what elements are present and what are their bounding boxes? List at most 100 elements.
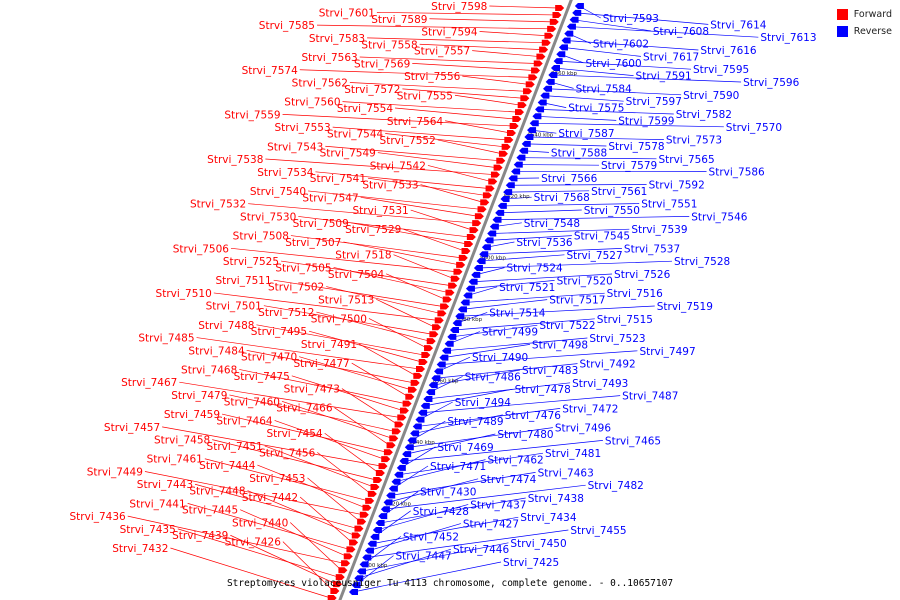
reverse-gene-label[interactable]: Strvi_7483 <box>522 365 578 377</box>
reverse-gene-label[interactable]: Strvi_7425 <box>503 557 559 569</box>
reverse-gene-label[interactable]: Strvi_7514 <box>489 307 546 319</box>
forward-gene-label[interactable]: Strvi_7530 <box>240 211 296 223</box>
reverse-gene-label[interactable]: Strvi_7450 <box>510 538 566 550</box>
forward-gene-label[interactable]: Strvi_7426 <box>225 537 282 549</box>
reverse-gene-label[interactable]: Strvi_7570 <box>726 122 782 134</box>
forward-gene-label[interactable]: Strvi_7512 <box>258 307 314 319</box>
reverse-gene-label[interactable]: Strvi_7463 <box>538 467 594 479</box>
forward-gene-label[interactable]: Strvi_7479 <box>171 390 227 402</box>
reverse-gene-label[interactable]: Strvi_7597 <box>626 96 682 108</box>
reverse-gene-label[interactable]: Strvi_7476 <box>505 410 562 422</box>
forward-gene-label[interactable]: Strvi_7549 <box>320 148 376 160</box>
forward-gene-label[interactable]: Strvi_7459 <box>164 409 220 421</box>
reverse-gene-label[interactable]: Strvi_7455 <box>570 525 626 537</box>
reverse-gene-label[interactable]: Strvi_7490 <box>472 352 528 364</box>
forward-gene-label[interactable]: Strvi_7448 <box>189 486 245 498</box>
reverse-gene-label[interactable]: Strvi_7551 <box>641 199 697 211</box>
reverse-gene-label[interactable]: Strvi_7602 <box>593 39 649 51</box>
reverse-gene-label[interactable]: Strvi_7592 <box>649 179 705 191</box>
reverse-gene-label[interactable]: Strvi_7568 <box>534 192 590 204</box>
reverse-gene-label[interactable]: Strvi_7447 <box>396 551 452 563</box>
reverse-gene-label[interactable]: Strvi_7492 <box>580 359 636 371</box>
forward-gene-label[interactable]: Strvi_7509 <box>293 218 349 230</box>
forward-gene-label[interactable]: Strvi_7436 <box>70 511 127 523</box>
forward-gene-label[interactable]: Strvi_7470 <box>241 352 297 364</box>
reverse-gene-label[interactable]: Strvi_7515 <box>597 314 653 326</box>
forward-gene-label[interactable]: Strvi_7466 <box>276 403 333 415</box>
reverse-gene-label[interactable]: Strvi_7548 <box>524 218 580 230</box>
forward-gene-label[interactable]: Strvi_7518 <box>335 250 391 262</box>
forward-gene-label[interactable]: Strvi_7445 <box>182 505 238 517</box>
forward-gene-label[interactable]: Strvi_7554 <box>337 103 394 115</box>
reverse-gene-label[interactable]: Strvi_7586 <box>709 167 766 179</box>
reverse-gene-label[interactable]: Strvi_7593 <box>603 13 659 25</box>
forward-gene-label[interactable]: Strvi_7574 <box>242 65 299 77</box>
forward-gene-label[interactable]: Strvi_7500 <box>311 313 367 325</box>
reverse-gene-label[interactable]: Strvi_7519 <box>657 301 713 313</box>
reverse-gene-label[interactable]: Strvi_7469 <box>437 442 493 454</box>
forward-gene-label[interactable]: Strvi_7564 <box>387 116 444 128</box>
reverse-gene-label[interactable]: Strvi_7462 <box>488 455 544 467</box>
reverse-gene-label[interactable]: Strvi_7617 <box>643 51 699 63</box>
forward-gene-label[interactable]: Strvi_7531 <box>353 205 409 217</box>
reverse-gene-label[interactable]: Strvi_7521 <box>499 282 555 294</box>
forward-gene-label[interactable]: Strvi_7501 <box>206 301 262 313</box>
reverse-gene-label[interactable]: Strvi_7487 <box>622 391 678 403</box>
reverse-gene-label[interactable]: Strvi_7587 <box>558 128 614 140</box>
reverse-gene-label[interactable]: Strvi_7566 <box>541 173 598 185</box>
reverse-gene-label[interactable]: Strvi_7595 <box>693 64 749 76</box>
forward-gene-label[interactable]: Strvi_7461 <box>147 454 203 466</box>
forward-gene-label[interactable]: Strvi_7444 <box>199 460 256 472</box>
reverse-gene-label[interactable]: Strvi_7528 <box>674 256 730 268</box>
forward-gene-label[interactable]: Strvi_7533 <box>362 180 418 192</box>
reverse-gene-label[interactable]: Strvi_7489 <box>447 416 503 428</box>
forward-gene-label[interactable]: Strvi_7572 <box>344 84 400 96</box>
forward-gene-label[interactable]: Strvi_7505 <box>275 262 331 274</box>
reverse-gene-label[interactable]: Strvi_7481 <box>545 448 601 460</box>
forward-gene-label[interactable]: Strvi_7547 <box>302 192 358 204</box>
reverse-gene-label[interactable]: Strvi_7434 <box>520 512 577 524</box>
reverse-gene-label[interactable]: Strvi_7480 <box>497 429 553 441</box>
reverse-gene-label[interactable]: Strvi_7482 <box>588 480 644 492</box>
reverse-gene-label[interactable]: Strvi_7471 <box>430 461 486 473</box>
reverse-gene-label[interactable]: Strvi_7600 <box>585 58 641 70</box>
reverse-gene-label[interactable]: Strvi_7465 <box>605 435 661 447</box>
reverse-gene-label[interactable]: Strvi_7614 <box>710 19 767 31</box>
forward-gene-label[interactable]: Strvi_7439 <box>172 530 228 542</box>
reverse-gene-label[interactable]: Strvi_7499 <box>482 327 538 339</box>
forward-gene-label[interactable]: Strvi_7508 <box>233 231 289 243</box>
forward-gene-label[interactable]: Strvi_7555 <box>397 90 453 102</box>
forward-gene-label[interactable]: Strvi_7442 <box>242 492 298 504</box>
forward-gene-label[interactable]: Strvi_7468 <box>181 364 237 376</box>
reverse-gene-label[interactable]: Strvi_7578 <box>608 141 664 153</box>
forward-gene-label[interactable]: Strvi_7495 <box>251 326 307 338</box>
forward-gene-label[interactable]: Strvi_7502 <box>268 282 324 294</box>
reverse-gene-label[interactable]: Strvi_7590 <box>683 90 739 102</box>
forward-gene-label[interactable]: Strvi_7457 <box>104 422 160 434</box>
forward-gene-label[interactable]: Strvi_7540 <box>250 186 306 198</box>
forward-gene-label[interactable]: Strvi_7485 <box>138 333 194 345</box>
reverse-gene-label[interactable]: Strvi_7496 <box>555 423 612 435</box>
reverse-gene-label[interactable]: Strvi_7613 <box>760 32 816 44</box>
forward-gene-label[interactable]: Strvi_7488 <box>198 320 254 332</box>
forward-gene-label[interactable]: Strvi_7511 <box>215 275 271 287</box>
reverse-gene-label[interactable]: Strvi_7616 <box>700 45 757 57</box>
reverse-gene-label[interactable]: Strvi_7599 <box>618 115 674 127</box>
reverse-gene-label[interactable]: Strvi_7582 <box>676 109 732 121</box>
forward-gene-label[interactable]: Strvi_7542 <box>370 160 426 172</box>
reverse-gene-label[interactable]: Strvi_7430 <box>420 487 476 499</box>
reverse-gene-label[interactable]: Strvi_7427 <box>463 519 519 531</box>
forward-gene-label[interactable]: Strvi_7441 <box>129 498 185 510</box>
reverse-gene-label[interactable]: Strvi_7550 <box>584 205 640 217</box>
reverse-gene-label[interactable]: Strvi_7537 <box>624 243 680 255</box>
forward-gene-label[interactable]: Strvi_7506 <box>173 243 230 255</box>
forward-gene-label[interactable]: Strvi_7453 <box>249 473 305 485</box>
reverse-gene-label[interactable]: Strvi_7493 <box>572 378 628 390</box>
reverse-gene-label[interactable]: Strvi_7472 <box>562 403 618 415</box>
forward-gene-label[interactable]: Strvi_7507 <box>285 237 341 249</box>
reverse-gene-label[interactable]: Strvi_7498 <box>532 339 588 351</box>
forward-gene-label[interactable]: Strvi_7473 <box>284 384 340 396</box>
reverse-gene-label[interactable]: Strvi_7608 <box>653 26 709 38</box>
forward-gene-label[interactable]: Strvi_7559 <box>224 109 280 121</box>
forward-gene-label[interactable]: Strvi_7532 <box>190 199 246 211</box>
